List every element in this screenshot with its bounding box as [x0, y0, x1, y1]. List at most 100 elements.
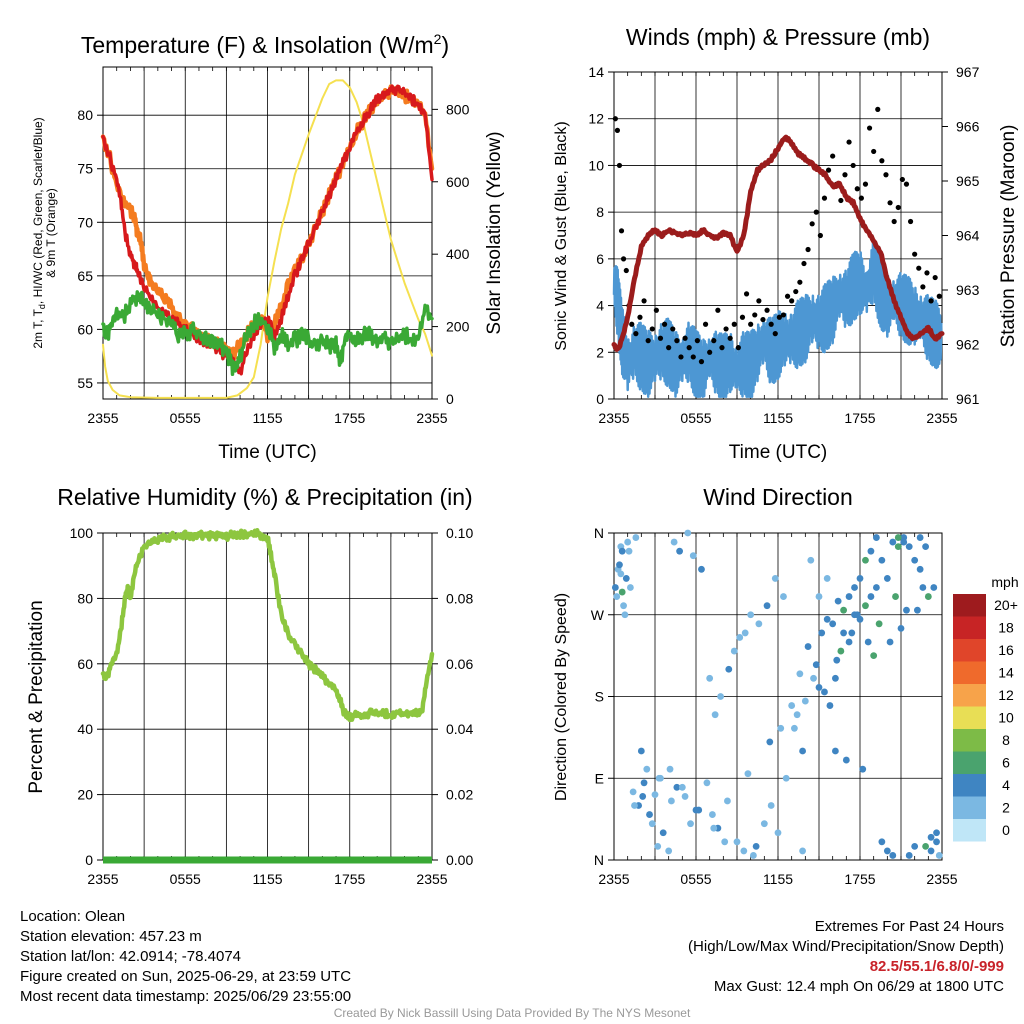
direction-point: [832, 674, 839, 682]
direction-point: [815, 593, 823, 600]
direction-point: [812, 661, 820, 669]
direction-point: [867, 547, 875, 555]
gust-point: [936, 293, 942, 299]
direction-point: [659, 829, 667, 837]
gust-point: [682, 335, 688, 341]
direction-point: [777, 724, 785, 732]
x-tick-label: 0555: [680, 871, 711, 887]
y2-tick-label: 600: [446, 174, 470, 190]
gust-point: [784, 293, 791, 299]
gust-point: [686, 345, 692, 351]
direction-point: [627, 584, 634, 591]
y2-tick-label: 966: [956, 119, 980, 135]
direction-point: [892, 593, 899, 600]
y-tick-label: 65: [77, 268, 93, 284]
direction-point: [930, 584, 938, 591]
gust-point: [748, 321, 754, 327]
legend-label: 16: [998, 642, 1014, 658]
y-tick-label: 6: [596, 251, 604, 267]
direction-point: [933, 838, 940, 846]
x-tick-label: 2355: [926, 410, 957, 426]
direction-point: [618, 588, 626, 596]
gust-point: [858, 195, 864, 201]
legend-swatch: [953, 706, 986, 729]
direction-point: [703, 779, 711, 787]
y2-tick-label: 800: [446, 101, 470, 117]
direction-point: [837, 647, 845, 655]
y-tick-label: S: [595, 689, 604, 705]
direction-point: [755, 620, 763, 628]
y2-tick-label: 200: [446, 319, 470, 335]
direction-point: [625, 547, 633, 555]
gust-point: [920, 284, 926, 290]
direction-point: [724, 797, 731, 805]
direction-point: [624, 538, 632, 546]
title-superscript: 2: [434, 31, 442, 47]
direction-point: [717, 693, 724, 700]
direction-point: [864, 638, 872, 646]
legend-swatch: [953, 819, 986, 842]
gust-point: [772, 331, 778, 337]
direction-point: [706, 674, 714, 682]
y2-tick-label: 963: [956, 282, 980, 298]
x-tick-label: 2355: [926, 871, 957, 887]
pressure-series: [611, 134, 945, 352]
gust-point: [727, 335, 733, 341]
direction-point: [632, 534, 640, 541]
recent-data-text: Most recent data timestamp: 2025/06/29 2…: [20, 988, 352, 1005]
max-gust-text: Max Gust: 12.4 mph On 06/29 at 1800 UTC: [713, 978, 1004, 995]
gust-point: [698, 359, 705, 365]
direction-point: [692, 806, 700, 814]
y2-axis-label: Station Pressure (Maroon): [998, 125, 1019, 348]
direction-point: [676, 547, 683, 555]
y-tick-label: W: [591, 607, 605, 623]
direction-point: [833, 656, 841, 664]
direction-point: [873, 584, 880, 591]
direction-point: [730, 647, 738, 655]
y-label-line: 2m T, T: [31, 308, 45, 348]
direction-point: [867, 593, 875, 600]
legend-swatch: [953, 729, 986, 752]
gust-point: [805, 246, 811, 253]
legend-label: 2: [1002, 800, 1010, 816]
t2m-series: [101, 84, 434, 376]
y-tick-label: 0: [85, 852, 93, 868]
y2-tick-label: 964: [956, 228, 980, 244]
y2-tick-label: 962: [956, 337, 980, 353]
direction-point: [796, 670, 804, 678]
direction-point: [889, 852, 897, 859]
direction-point: [823, 575, 831, 582]
gust-point: [666, 345, 672, 351]
direction-point: [643, 765, 651, 773]
direction-point: [665, 847, 673, 855]
direction-point: [618, 547, 626, 555]
legend-label: 18: [998, 620, 1014, 636]
y-tick-label: 4: [596, 298, 604, 314]
x-tick-label: 2355: [598, 410, 629, 426]
direction-point: [741, 629, 749, 637]
direction-point: [766, 738, 774, 746]
gust-point: [768, 321, 774, 327]
x-tick-label: 1155: [763, 410, 793, 426]
y-tick-label: 60: [77, 656, 93, 672]
direction-point: [834, 597, 842, 605]
gust-point: [629, 321, 635, 327]
y-label-line: , HI/WC (Red, Green, Scarlet/Blue): [31, 117, 45, 304]
gust-point: [743, 291, 750, 297]
extremes-info: Extremes For Past 24 Hours (High/Low/Max…: [688, 917, 1004, 997]
direction-point: [845, 593, 853, 600]
y2-tick-label: 0.10: [446, 525, 473, 541]
gust-point: [702, 321, 709, 327]
wind-series: [612, 240, 943, 398]
gust-point: [661, 321, 668, 327]
gust-point: [674, 338, 680, 344]
legend-title: mph: [991, 574, 1018, 590]
direction-point: [862, 602, 869, 610]
station-info: Location: Olean Station elevation: 457.2…: [20, 907, 351, 1007]
gust-point: [891, 218, 897, 225]
direction-point: [631, 802, 638, 809]
direction-point: [799, 847, 806, 855]
direction-point: [911, 842, 919, 850]
direction-point: [687, 820, 694, 828]
gust-point: [854, 186, 860, 192]
